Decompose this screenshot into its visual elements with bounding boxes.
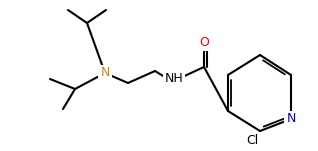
Text: Cl: Cl: [246, 135, 258, 148]
Text: NH: NH: [165, 72, 183, 85]
Text: N: N: [100, 66, 110, 79]
Text: O: O: [199, 37, 209, 50]
Text: N: N: [286, 112, 296, 125]
